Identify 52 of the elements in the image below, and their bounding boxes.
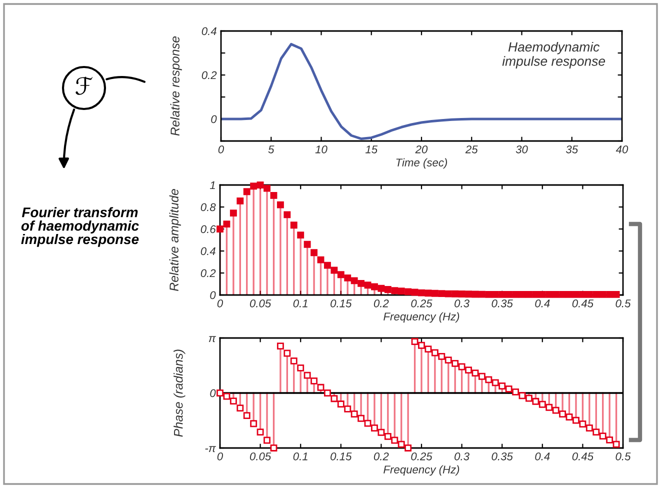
text: Fourier transform of haemodynamic impulse response — [21, 207, 139, 247]
x-tick-label: 0.3 — [454, 299, 470, 308]
x-tick-label: 0 — [217, 299, 223, 308]
x-tick-label: 0.05 — [250, 299, 272, 308]
x-tick-label: 20 — [415, 145, 428, 154]
annotation: Haemodynamic impulse response — [502, 42, 606, 68]
x-axis-title: Time (sec) — [396, 158, 448, 169]
x-tick-label: 0.2 — [374, 299, 389, 308]
x-tick-label: 0.4 — [535, 299, 550, 308]
y-tick-label: 0.4 — [202, 27, 216, 36]
x-tick-label: 0.35 — [492, 299, 513, 308]
y-tick-label: 0 — [210, 389, 216, 398]
x-tick-label: 0.45 — [572, 452, 594, 460]
x-tick-label: 0.45 — [572, 299, 594, 308]
x-tick-label: 0.4 — [535, 452, 550, 460]
x-tick-label: 0.15 — [330, 299, 352, 308]
y-tick-label: 1 — [210, 181, 215, 190]
x-tick-label: 10 — [315, 145, 328, 154]
x-tick-label: 0.1 — [293, 452, 308, 460]
x-tick-label: 0 — [218, 145, 224, 154]
y-tick-label: -π — [205, 446, 216, 452]
y-axis-title: Relative response — [170, 36, 182, 136]
y-axis-title: Relative amplitude — [169, 189, 181, 292]
x-tick-label: 35 — [566, 145, 578, 154]
x-tick-label: 5 — [268, 146, 274, 154]
x-tick-label: 0.5 — [616, 452, 631, 460]
x-tick-label: 0.05 — [250, 452, 272, 460]
y-tick-label: 0.2 — [202, 71, 217, 80]
x-tick-label: 25 — [465, 145, 478, 154]
x-tick-label: 0.25 — [411, 452, 432, 460]
text: ℱ — [76, 76, 93, 95]
x-tick-label: 0.1 — [293, 299, 308, 308]
x-tick-label: 0 — [217, 452, 223, 460]
x-tick-label: 0.35 — [492, 452, 513, 460]
x-tick-label: 0.15 — [330, 452, 352, 460]
y-tick-label: 0 — [211, 115, 217, 124]
y-tick-label: π — [208, 336, 216, 342]
x-tick-label: 15 — [365, 146, 378, 154]
x-axis-title: Frequency (Hz) — [384, 312, 460, 323]
y-tick-label: 0.6 — [200, 225, 216, 234]
y-tick-label: 0.8 — [200, 203, 216, 212]
x-tick-label: 0.25 — [411, 299, 432, 308]
x-tick-label: 0.2 — [374, 452, 389, 460]
x-axis-title: Frequency (Hz) — [384, 465, 460, 476]
x-tick-label: 0.5 — [616, 299, 631, 308]
y-tick-label: 0.2 — [200, 269, 216, 278]
y-tick-label: 0 — [210, 291, 216, 300]
x-tick-label: 0.3 — [454, 452, 470, 460]
x-tick-label: 30 — [516, 145, 528, 154]
y-axis-title: Phase (radians) — [174, 350, 186, 437]
y-tick-label: 0.4 — [200, 247, 216, 256]
x-tick-label: 40 — [616, 145, 628, 154]
